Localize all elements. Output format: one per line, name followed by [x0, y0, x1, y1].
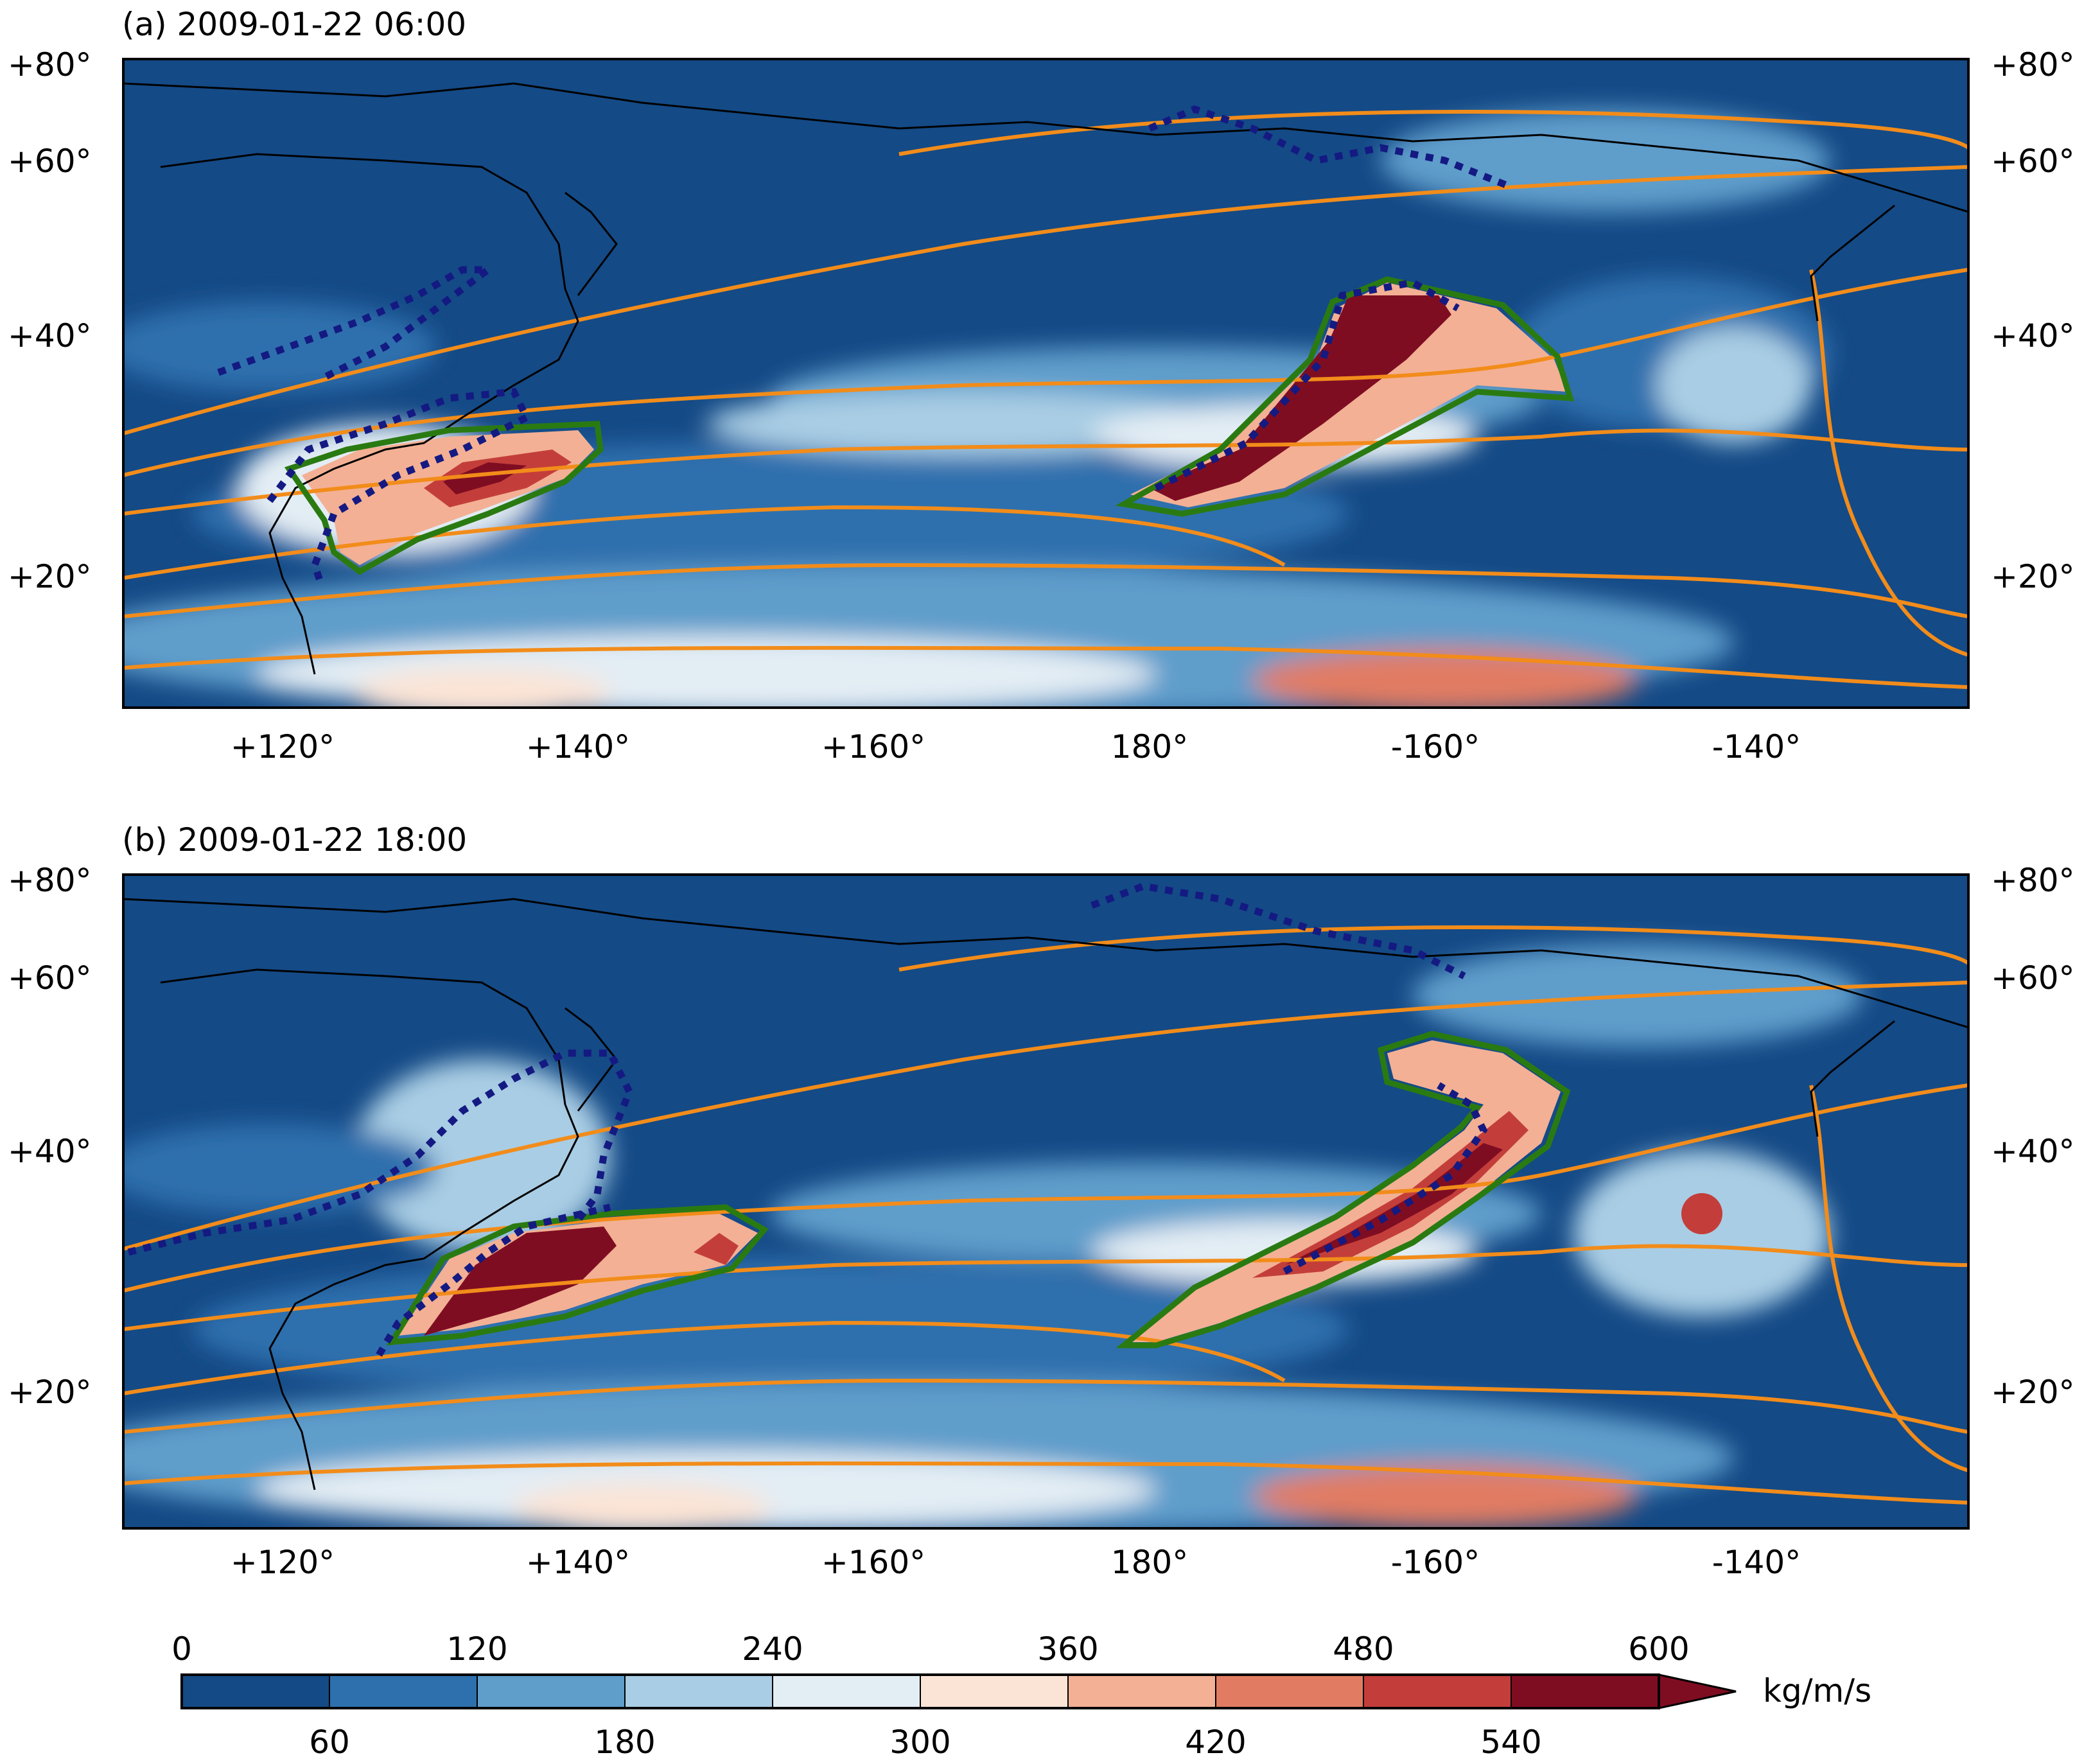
- lat-label: +80°: [8, 862, 92, 899]
- lat-label: +40°: [8, 1133, 92, 1170]
- lat-label: +80°: [1991, 46, 2075, 83]
- lon-label: -140°: [1712, 1544, 1801, 1581]
- contours-a: [123, 110, 1968, 689]
- lon-label: 180°: [1111, 728, 1188, 765]
- lat-label: +40°: [1991, 317, 2075, 354]
- colorbar-tick-label: 180: [594, 1724, 655, 1761]
- navy-dotted-west-a: [267, 388, 532, 586]
- colorbar-swatch: [1215, 1674, 1365, 1709]
- lon-label: +140°: [526, 728, 630, 765]
- lat-label: +60°: [8, 143, 92, 180]
- green-outline-east-b: [1116, 1031, 1571, 1349]
- green-outline-west-a: [284, 421, 604, 575]
- lon-label: -160°: [1391, 1544, 1480, 1581]
- navy-dotted-east-b: [1283, 1082, 1488, 1275]
- colorbar-bottom-labels: 60 180 300 420 540: [309, 1724, 1542, 1761]
- lat-label: +20°: [1991, 1374, 2075, 1411]
- panel-b-lon-labels: +120° +140° +160° 180° -160° -140°: [231, 1544, 1801, 1581]
- navy-dotted-east-a: [1154, 279, 1460, 491]
- colorbar-tick-label: 60: [309, 1724, 350, 1761]
- colorbar-swatches: [181, 1674, 1660, 1709]
- colorbar-swatch: [1511, 1674, 1660, 1709]
- ar-east-b: [1130, 1040, 1561, 1342]
- lat-label: +20°: [1991, 558, 2075, 595]
- colorbar-unit: kg/m/s: [1763, 1672, 1871, 1709]
- lat-label: +80°: [1991, 862, 2075, 899]
- lon-label: -140°: [1712, 728, 1801, 765]
- lat-label: +80°: [8, 46, 92, 83]
- colorbar-swatch: [477, 1674, 626, 1709]
- colorbar-swatch: [181, 1674, 331, 1709]
- lon-label: +160°: [821, 1544, 925, 1581]
- lat-label: +40°: [8, 317, 92, 354]
- panel-b-title: (b) 2009-01-22 18:00: [122, 821, 467, 859]
- panel-b-frame: [122, 873, 1970, 1530]
- colorbar-tick-label: 120: [446, 1630, 507, 1668]
- panel-a-lat-labels-right: +80° +60° +40° +20°: [1991, 46, 2075, 595]
- contours-b: [123, 925, 1968, 1505]
- colorbar-tick-label: 420: [1185, 1724, 1246, 1761]
- lon-label: +140°: [526, 1544, 630, 1581]
- navy-dotted-west-b: [376, 1203, 611, 1357]
- lon-label: 180°: [1111, 1544, 1188, 1581]
- lon-label: +160°: [821, 728, 925, 765]
- lon-label: -160°: [1391, 728, 1480, 765]
- lat-label: +60°: [1991, 143, 2075, 180]
- colorbar-swatch: [624, 1674, 774, 1709]
- colorbar: 0 120 240 360 480 600 60 180 300 420 540…: [171, 1630, 1871, 1761]
- green-outline-east-a: [1115, 276, 1575, 517]
- colorbar-swatch: [329, 1674, 478, 1709]
- panel-b-map: [123, 875, 1968, 1528]
- panel-b: (b) 2009-01-22 18:00: [8, 821, 2075, 1581]
- colorbar-extend-arrow: [1658, 1673, 1737, 1709]
- panel-b-lat-labels-right: +80° +60° +40° +20°: [1991, 862, 2075, 1411]
- colorbar-tick-label: 600: [1628, 1630, 1689, 1668]
- colorbar-tick-label: 540: [1480, 1724, 1541, 1761]
- colorbar-swatch: [772, 1674, 922, 1709]
- colorbar-swatch: [1067, 1674, 1217, 1709]
- panel-a: (a) 2009-01-22 06:00: [8, 6, 2075, 765]
- panel-b-lat-labels-left: +80° +60° +40° +20°: [8, 862, 92, 1411]
- colorbar-tick-label: 480: [1333, 1630, 1394, 1668]
- panel-a-lon-labels: +120° +140° +160° 180° -160° -140°: [231, 728, 1801, 765]
- colorbar-swatch: [1363, 1674, 1512, 1709]
- coastline-a: [123, 82, 1968, 675]
- colorbar-tick-label: 360: [1037, 1630, 1098, 1668]
- lat-label: +20°: [8, 1374, 92, 1411]
- lon-label: +120°: [231, 728, 335, 765]
- panel-a-lat-labels-left: +80° +60° +40° +20°: [8, 46, 92, 595]
- colorbar-tick-label: 240: [742, 1630, 803, 1668]
- lat-label: +40°: [1991, 1133, 2075, 1170]
- panel-a-map: [123, 59, 1968, 708]
- colorbar-tick-label: 300: [889, 1724, 950, 1761]
- panel-a-title: (a) 2009-01-22 06:00: [122, 6, 466, 43]
- colorbar-top-labels: 0 120 240 360 480 600: [171, 1630, 1690, 1668]
- lat-label: +20°: [8, 558, 92, 595]
- green-outline-west-b: [386, 1204, 769, 1346]
- panel-a-frame: [122, 58, 1970, 709]
- colorbar-tick-label: 0: [171, 1630, 192, 1668]
- lat-label: +60°: [1991, 959, 2075, 997]
- lat-label: +60°: [8, 959, 92, 997]
- colorbar-frame: [180, 1673, 1660, 1709]
- lon-label: +120°: [231, 1544, 335, 1581]
- colorbar-swatch: [920, 1674, 1069, 1709]
